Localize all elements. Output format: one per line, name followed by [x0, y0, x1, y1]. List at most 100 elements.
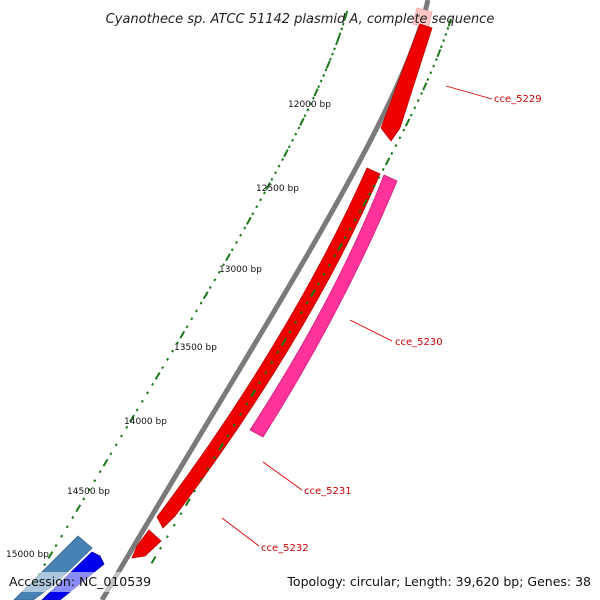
scale-tick	[287, 145, 291, 149]
scale-tick	[226, 434, 230, 438]
scale-tick	[340, 27, 344, 31]
scale-tick	[276, 350, 280, 354]
scale-tick	[325, 60, 331, 69]
scale-tick	[75, 504, 82, 513]
scale-tick	[114, 443, 118, 447]
scale-tick	[305, 301, 309, 305]
footer-highlight	[6, 572, 146, 592]
scale-tick	[262, 191, 266, 195]
scale-tick	[60, 534, 64, 538]
scale-tick	[245, 216, 252, 225]
scale-tick	[398, 136, 402, 140]
scale-tick	[312, 96, 315, 100]
scale-tick	[206, 467, 210, 471]
scale-tick	[313, 88, 319, 97]
summary-text: Topology: circular; Length: 39,620 bp; G…	[286, 574, 591, 589]
scale-tick	[317, 85, 321, 89]
scale-tick	[166, 357, 170, 361]
scale-tick	[322, 272, 326, 276]
scale-tick	[337, 242, 343, 251]
bp-label-14500: 14500 bp	[67, 487, 110, 497]
scale-tick	[372, 184, 376, 188]
scale-tick	[294, 320, 298, 324]
scale-tick	[322, 73, 326, 77]
scale-tick	[125, 425, 129, 429]
scale-tick	[171, 349, 174, 353]
scale-tick	[225, 253, 231, 262]
gene-label-cce-5230: cce_5230	[395, 337, 443, 348]
scale-tick	[120, 434, 124, 438]
scale-tick	[299, 117, 305, 126]
scale-tick	[404, 118, 411, 127]
scale-tick	[250, 389, 257, 398]
scale-tick	[270, 177, 274, 181]
scale-tick	[193, 489, 197, 493]
backbone-arc-outer	[99, 0, 431, 600]
scale-tick	[54, 544, 58, 548]
scale-tick	[194, 309, 198, 313]
scale-tick	[288, 330, 292, 334]
scale-tick	[213, 278, 217, 282]
scale-tick	[255, 205, 259, 209]
scale-tick	[43, 563, 47, 567]
scale-tick	[281, 158, 284, 162]
scale-tick	[402, 128, 406, 132]
gene-label-cce-5232: cce_5232	[261, 543, 309, 554]
scale-tick	[245, 402, 249, 406]
bp-label-14000: 14000 bp	[124, 417, 167, 427]
scale-tick	[179, 512, 183, 516]
scale-tick	[416, 99, 420, 103]
scale-tick	[348, 227, 352, 231]
bp-label-15000: 15000 bp	[6, 550, 49, 560]
scale-tick	[208, 285, 212, 290]
bp-label-12500: 12500 bp	[256, 184, 299, 194]
scale-tick	[394, 144, 398, 148]
scale-tick	[172, 523, 176, 527]
scale-tick	[199, 301, 203, 305]
scale-tick	[159, 546, 162, 550]
bp-label-13000: 13000 bp	[219, 265, 262, 275]
scale-tick	[309, 102, 313, 106]
bp-label-12000: 12000 bp	[288, 100, 331, 110]
scale-tick	[235, 240, 238, 245]
scale-tick	[146, 391, 149, 395]
scale-tick	[65, 525, 69, 529]
scale-ticks	[31, 10, 452, 586]
gene-cce-5231	[156, 167, 381, 529]
scale-tick	[47, 551, 54, 560]
scale-tick	[213, 456, 217, 460]
scale-tick	[294, 132, 298, 136]
gene-cce-5232	[131, 529, 162, 559]
scale-tick	[329, 57, 332, 61]
scale-tick	[353, 218, 357, 222]
bp-label-13500: 13500 bp	[174, 343, 217, 353]
scale-tick	[102, 458, 109, 467]
scale-tick	[432, 64, 436, 68]
scale-tick	[436, 48, 442, 58]
scale-tick	[190, 317, 194, 321]
scale-tick	[243, 226, 247, 230]
scale-tick	[338, 32, 342, 36]
scale-tick	[184, 498, 191, 507]
scale-tick	[447, 18, 452, 27]
scale-tick	[341, 22, 345, 26]
scale-tick	[109, 452, 113, 456]
scale-tick	[324, 68, 328, 72]
scale-tick	[281, 338, 287, 347]
scale-tick	[413, 106, 417, 110]
scale-tick	[362, 198, 368, 207]
scale-tick	[446, 26, 450, 30]
leader-line-cce-5231	[262, 461, 303, 491]
scale-tick	[303, 114, 307, 118]
scale-tick	[381, 167, 385, 171]
scale-tick	[218, 442, 225, 451]
scale-tick	[291, 138, 294, 142]
scale-tick	[384, 157, 391, 166]
scale-tick	[277, 164, 281, 168]
scale-tick	[150, 556, 157, 564]
scale-tick	[154, 372, 161, 380]
scale-tick	[98, 470, 102, 474]
scale-tick	[270, 360, 274, 364]
backbone-arc-inner	[95, 0, 421, 600]
scale-tick	[259, 198, 263, 202]
